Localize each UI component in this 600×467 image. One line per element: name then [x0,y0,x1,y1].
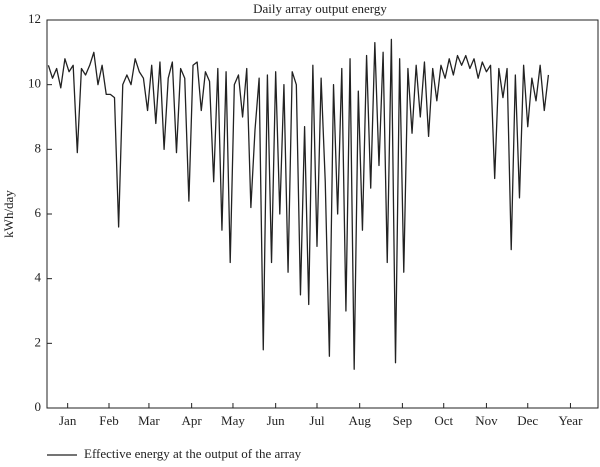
x-tick-label: Aug [348,413,371,428]
x-tick-label: Jun [267,413,286,428]
x-tick-label: Feb [99,413,119,428]
y-tick-label: 0 [35,399,42,414]
x-tick-label: May [221,413,245,428]
y-tick-label: 12 [28,11,41,26]
x-tick-label: Jul [309,413,325,428]
chart-title: Daily array output energy [253,1,387,16]
x-tick-label: Mar [138,413,160,428]
x-tick-label: Nov [475,413,498,428]
data-line [47,38,550,370]
x-tick-label: Oct [434,413,453,428]
legend-label: Effective energy at the output of the ar… [84,446,302,461]
y-tick-label: 2 [35,334,42,349]
x-tick-label: Sep [393,413,413,428]
y-tick-label: 4 [35,270,42,285]
y-tick-label: 6 [35,205,42,220]
x-tick-label: Apr [182,413,203,428]
x-tick-label: Jan [59,413,77,428]
y-tick-label: 8 [35,140,42,155]
y-axis-label: kWh/day [1,190,16,238]
x-tick-label: Year [558,413,583,428]
y-tick-label: 10 [28,76,41,91]
x-tick-label: Dec [517,413,538,428]
